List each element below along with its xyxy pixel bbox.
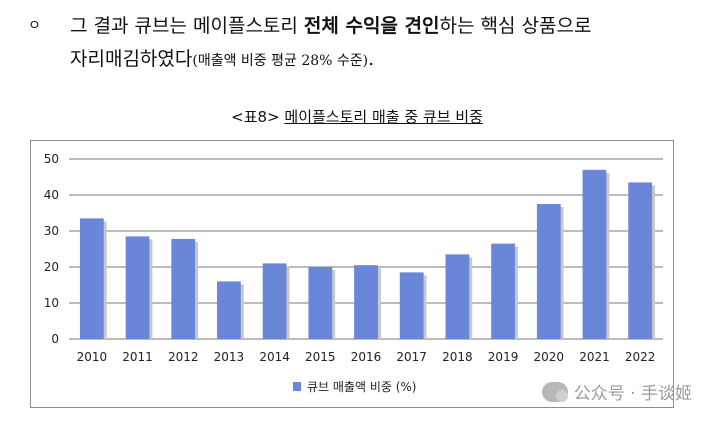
y-tick-label: 10	[44, 296, 59, 310]
bar	[79, 218, 104, 339]
x-tick-label: 2018	[442, 350, 473, 364]
legend-swatch	[293, 382, 301, 391]
bar	[628, 182, 653, 339]
y-tick-label: 40	[44, 188, 59, 202]
x-tick-label: 2014	[259, 350, 290, 364]
paragraph-bold-text: 전체 수익을 견인	[303, 15, 440, 37]
x-tick-label: 2016	[351, 350, 382, 364]
watermark-text: 公众号 · 手谈姬	[573, 384, 692, 404]
y-tick-label: 0	[51, 332, 59, 346]
paragraph-text-after: 하는 핵심 상품으로	[439, 15, 592, 37]
x-tick-label: 2022	[625, 350, 656, 364]
legend-label: 큐브 매출액 비중 (%)	[307, 380, 417, 394]
watermark: 公众号 · 手谈姬	[541, 379, 692, 404]
wechat-icon	[541, 381, 568, 402]
bar	[308, 267, 333, 339]
x-tick-label: 2010	[77, 350, 108, 364]
bar	[354, 265, 378, 339]
x-tick-label: 2021	[579, 350, 610, 364]
bar	[491, 243, 515, 339]
x-tick-label: 2019	[488, 350, 519, 364]
bar	[536, 204, 561, 339]
paragraph-line2-main: 자리매김하였다	[70, 48, 193, 70]
bar	[171, 238, 196, 339]
caption-tag: <표8>	[231, 108, 280, 126]
bar	[217, 281, 241, 339]
caption-title: 메이플스토리 매출 중 큐브 비중	[284, 108, 483, 126]
y-tick-label: 50	[44, 152, 59, 166]
paragraph-line-2: 자리매김하였다(매출액 비중 평균 28% 수준).	[70, 43, 374, 78]
y-tick-label: 20	[44, 260, 59, 274]
chart-container: 0 10 20 30 40 50 2010 2011 2012 2013 2014 2015 2016 2…	[30, 140, 674, 408]
x-tick-label: 2012	[168, 350, 199, 364]
bar	[445, 254, 470, 339]
y-tick-label: 30	[44, 224, 59, 238]
paragraph-text-before: 그 결과 큐브는 메이플스토리	[70, 15, 304, 37]
bullet-icon: ㅇ	[28, 18, 41, 34]
bar	[262, 263, 287, 339]
paragraph-line2-end: .	[368, 48, 375, 70]
x-tick-label: 2020	[533, 350, 564, 364]
bar-chart: 0 10 20 30 40 50 2010 2011 2012 2013 2014 2015 2016 2…	[44, 152, 663, 394]
paragraph-line2-note: (매출액 비중 평균 28% 수준)	[192, 53, 369, 69]
x-tick-label: 2011	[122, 350, 153, 364]
paragraph-line-1: 그 결과 큐브는 메이플스토리 전체 수익을 견인하는 핵심 상품으로	[70, 10, 591, 43]
chart-caption: <표8> 메이플스토리 매출 중 큐브 비중	[0, 106, 714, 127]
bar	[582, 169, 607, 339]
x-tick-label: 2013	[214, 350, 245, 364]
bar	[399, 272, 424, 339]
x-tick-label: 2015	[305, 350, 336, 364]
x-tick-label: 2017	[396, 350, 427, 364]
bar	[125, 236, 150, 339]
